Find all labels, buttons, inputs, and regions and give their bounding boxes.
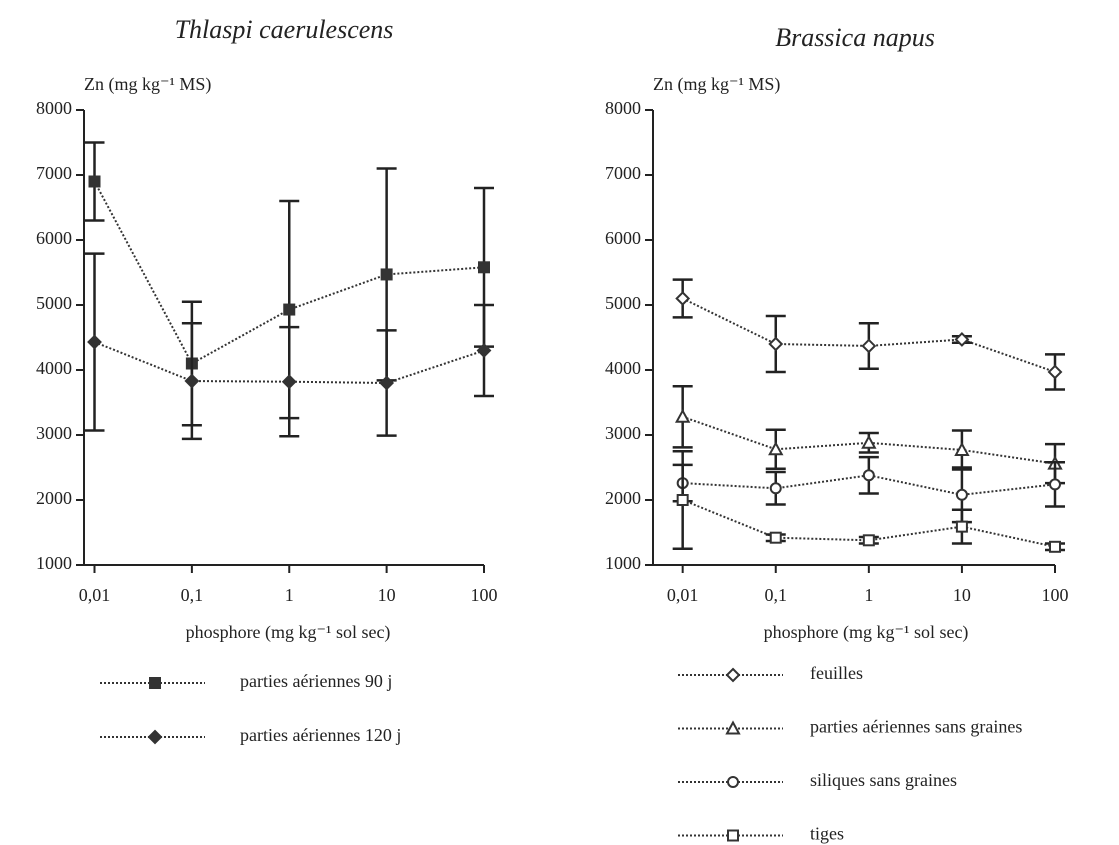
marker [281, 374, 297, 390]
marker [380, 268, 393, 281]
chart-title: Brassica napus [775, 23, 935, 52]
x-tick-label: 10 [378, 585, 396, 605]
x-tick-label: 1 [864, 585, 873, 605]
marker [476, 343, 492, 358]
x-axis-label: phosphore (mg kg⁻¹ sol sec) [186, 622, 391, 643]
marker [88, 175, 101, 188]
marker [283, 303, 296, 316]
legend-label: parties aériennes sans graines [810, 717, 1022, 737]
marker [769, 531, 782, 544]
marker [379, 375, 395, 391]
marker [769, 482, 782, 495]
marker [955, 488, 968, 501]
y-tick-label: 7000 [605, 163, 641, 183]
series-line [682, 415, 1056, 465]
y-tick-label: 2000 [605, 488, 641, 508]
x-tick-label: 0,1 [181, 585, 204, 605]
y-tick-label: 1000 [36, 553, 72, 573]
x-axis-label: phosphore (mg kg⁻¹ sol sec) [764, 622, 969, 643]
legend-marker [149, 677, 161, 689]
marker [862, 534, 875, 547]
marker [954, 441, 970, 456]
chart-title: Thlaspi caerulescens [175, 15, 394, 44]
x-tick-label: 10 [953, 585, 971, 605]
y-axis-label: Zn (mg kg⁻¹ MS) [84, 74, 211, 95]
marker [955, 520, 968, 533]
marker [184, 373, 200, 389]
y-tick-label: 3000 [605, 423, 641, 443]
marker [768, 336, 784, 352]
y-tick-label: 6000 [605, 228, 641, 248]
marker [87, 334, 102, 350]
marker [861, 434, 877, 449]
x-tick-label: 0,01 [667, 585, 699, 605]
legend-marker [727, 829, 739, 842]
legend-marker [727, 776, 739, 788]
marker [675, 291, 691, 306]
legend-marker [725, 667, 741, 683]
x-tick-label: 0,1 [765, 585, 788, 605]
x-tick-label: 100 [1042, 585, 1069, 605]
x-tick-label: 0,01 [79, 585, 111, 605]
y-tick-label: 2000 [36, 488, 72, 508]
y-tick-label: 4000 [36, 358, 72, 378]
legend-label: siliques sans graines [810, 770, 957, 790]
marker [1049, 540, 1061, 553]
y-tick-label: 3000 [36, 423, 72, 443]
y-tick-label: 5000 [36, 293, 72, 313]
legend-marker [147, 729, 163, 745]
marker [861, 338, 877, 354]
y-tick-label: 1000 [605, 553, 641, 573]
y-tick-label: 5000 [605, 293, 641, 313]
y-tick-label: 6000 [36, 228, 72, 248]
y-tick-label: 8000 [36, 98, 72, 118]
legend-label: tiges [810, 824, 844, 844]
marker [676, 494, 689, 506]
y-tick-label: 4000 [605, 358, 641, 378]
marker [862, 469, 875, 482]
y-tick-label: 8000 [605, 98, 641, 118]
marker [674, 408, 691, 423]
legend-label: parties aériennes 90 j [240, 671, 392, 691]
legend-label: feuilles [810, 663, 863, 683]
x-tick-label: 1 [285, 585, 294, 605]
legend-label: parties aériennes 120 j [240, 725, 401, 745]
marker [478, 261, 490, 274]
y-tick-label: 7000 [36, 163, 72, 183]
marker [954, 332, 970, 347]
series-line [94, 341, 485, 385]
y-axis-label: Zn (mg kg⁻¹ MS) [653, 74, 780, 95]
legend-marker [725, 720, 741, 735]
marker [768, 441, 784, 456]
series-line [682, 474, 1056, 496]
x-tick-label: 100 [471, 585, 498, 605]
marker [1049, 478, 1061, 491]
marker [1047, 364, 1063, 380]
